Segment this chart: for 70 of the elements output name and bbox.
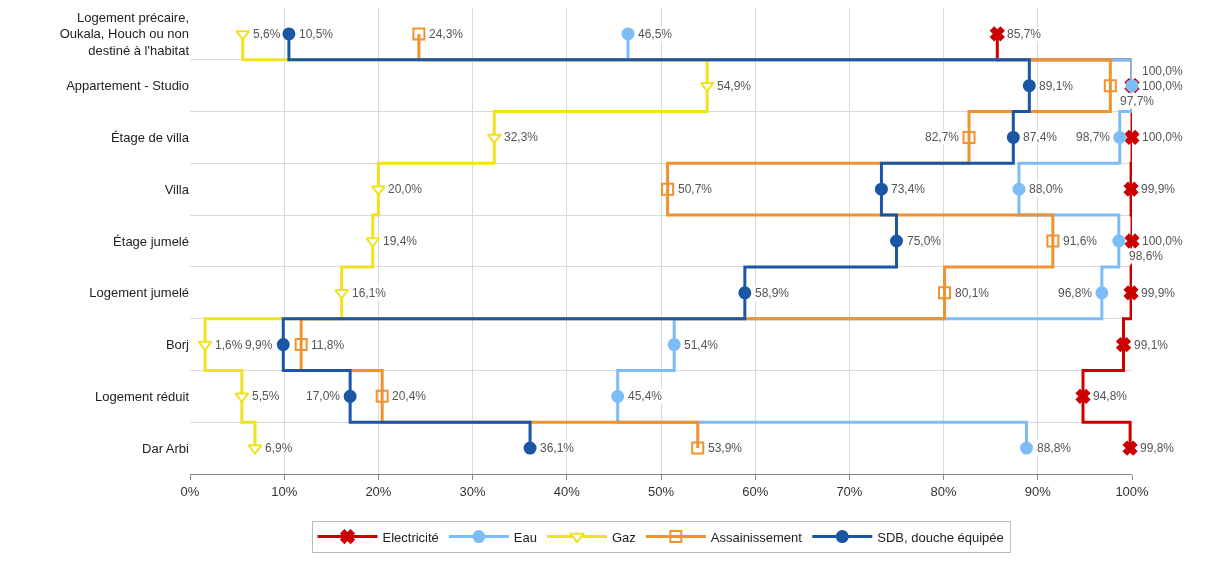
x-tick-label: 100% <box>1115 483 1150 499</box>
x-tick-label: 30% <box>459 483 487 499</box>
data-label: 24,3% <box>429 27 464 41</box>
data-label: 89,1% <box>1039 79 1074 93</box>
x-tick-label: 70% <box>836 483 863 499</box>
data-label: 99,9% <box>1141 286 1176 300</box>
data-label: 100,0% <box>1142 130 1184 144</box>
data-label: 6,9% <box>265 441 293 455</box>
data-label: 46,5% <box>638 27 673 41</box>
data-label: 73,4% <box>891 182 926 196</box>
data-label: 11,8% <box>311 338 345 352</box>
data-label: 99,9% <box>1141 182 1176 196</box>
data-label: 17,0% <box>306 389 341 403</box>
data-label: 85,7% <box>1007 27 1042 41</box>
data-label: 50,7% <box>678 182 713 196</box>
data-label: 20,4% <box>392 389 427 403</box>
x-tick-label: 90% <box>1024 483 1052 499</box>
data-label: 16,1% <box>352 286 387 300</box>
data-label: 58,9% <box>755 286 790 300</box>
data-label: 19,4% <box>383 234 418 248</box>
data-label: 99,8% <box>1140 441 1175 455</box>
data-label: 88,0% <box>1029 182 1064 196</box>
data-label: 9,9% <box>245 338 273 352</box>
legend-label: Assainissement <box>710 529 803 545</box>
data-label: 98,6% <box>1129 249 1164 263</box>
data-label: 87,4% <box>1023 130 1058 144</box>
y-tick-label: Appartement - Studio <box>66 78 189 94</box>
data-label: 88,8% <box>1037 441 1072 455</box>
legend-label: SDB, douche équipée <box>877 529 1004 545</box>
data-label: 20,0% <box>388 182 423 196</box>
data-label: 1,6% <box>215 338 243 352</box>
legend-label: Gaz <box>612 529 636 545</box>
data-label: 5,5% <box>252 389 280 403</box>
data-label: 10,5% <box>299 27 334 41</box>
data-label: 54,9% <box>717 79 752 93</box>
y-tick-label: Villa <box>164 181 190 197</box>
x-tick-label: 40% <box>553 483 581 499</box>
data-label: 100,0% <box>1142 79 1184 93</box>
data-label: 94,8% <box>1093 389 1128 403</box>
y-tick-label: Étage jumelé <box>113 233 189 249</box>
x-tick-label: 0% <box>180 483 200 499</box>
y-tick-label: Logement réduit <box>95 388 190 404</box>
data-label: 97,7% <box>1120 94 1155 108</box>
legend-label: Eau <box>513 529 537 545</box>
data-label: 5,6% <box>253 27 281 41</box>
y-tick-label: Étage de villa <box>110 129 190 145</box>
y-tick-label: Logement précaire, Oukala, Houch ou non destiné à l'habitat <box>59 9 190 59</box>
data-label: 53,9% <box>708 441 743 455</box>
y-tick-label: Dar Arbi <box>142 440 190 456</box>
data-label: 91,6% <box>1063 234 1098 248</box>
data-label: 96,8% <box>1058 286 1093 300</box>
data-label: 75,0% <box>907 234 942 248</box>
x-tick-label: 60% <box>742 483 769 499</box>
x-tick-label: 10% <box>271 483 298 499</box>
data-label: 45,4% <box>628 389 663 403</box>
x-tick-label: 80% <box>930 483 958 499</box>
data-label: 80,1% <box>955 286 990 300</box>
x-tick-label: 20% <box>365 483 392 499</box>
data-label: 32,3% <box>504 130 539 144</box>
data-label: 99,1% <box>1134 338 1169 352</box>
data-label: 36,1% <box>540 441 575 455</box>
y-tick-label: Logement jumelé <box>89 285 189 301</box>
legend-label: Electricité <box>382 529 439 545</box>
x-tick-label: 50% <box>647 483 675 499</box>
data-label: 100,0% <box>1142 234 1184 248</box>
data-label: 51,4% <box>684 338 719 352</box>
data-label: 82,7% <box>925 130 960 144</box>
data-label: 100,0% <box>1142 64 1184 78</box>
y-tick-label: Borj <box>165 337 190 353</box>
data-label: 98,7% <box>1076 130 1111 144</box>
